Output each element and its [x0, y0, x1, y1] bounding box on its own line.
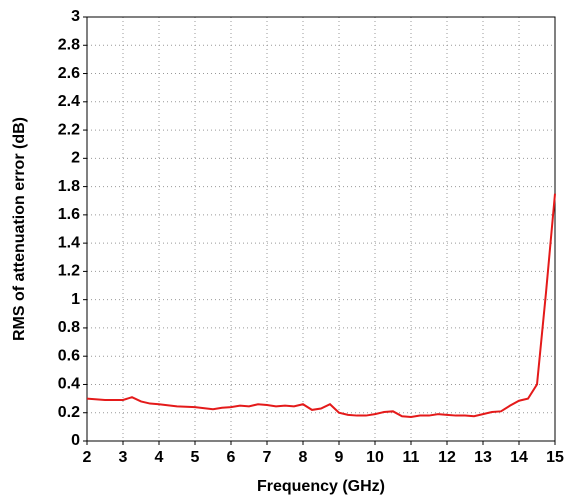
plot-frame — [86, 16, 556, 442]
x-tick-label: 3 — [119, 449, 128, 466]
y-tick-label: 1.8 — [58, 178, 80, 195]
y-tick-label: 1.2 — [58, 263, 80, 280]
y-tick-label: 2.6 — [58, 65, 80, 82]
y-tick-label: 0.2 — [58, 404, 80, 421]
x-tick-label: 13 — [474, 449, 492, 466]
x-tick-label: 2 — [83, 449, 92, 466]
y-tick-label: 0.4 — [58, 376, 80, 393]
y-tick-label: 2.4 — [58, 93, 80, 110]
x-tick-label: 14 — [510, 449, 528, 466]
x-tick-label: 11 — [403, 449, 420, 466]
x-tick-label: 10 — [366, 449, 384, 466]
x-tick-label: 5 — [191, 449, 200, 466]
y-tick-label: 0.6 — [58, 347, 80, 364]
y-tick-label: 1.6 — [58, 206, 80, 223]
y-tick-label: 2 — [71, 150, 80, 167]
y-tick-label: 0 — [71, 432, 80, 449]
x-tick-label: 4 — [155, 449, 164, 466]
x-tick-label: 15 — [546, 449, 564, 466]
y-tick-label: 1.4 — [58, 234, 80, 251]
y-tick-label: 1 — [71, 291, 80, 308]
y-axis-label: RMS of attenuation error (dB) — [11, 117, 28, 341]
y-tick-label: 3 — [71, 8, 80, 25]
y-tick-label: 2.8 — [58, 36, 80, 53]
y-tick-label: 2.2 — [58, 121, 80, 138]
x-tick-label: 8 — [299, 449, 308, 466]
x-tick-label: 12 — [438, 449, 456, 466]
data-line — [86, 193, 556, 418]
x-axis-label: Frequency (GHz) — [257, 478, 385, 495]
x-tick-label: 9 — [335, 449, 344, 466]
x-tick-label: 6 — [227, 449, 236, 466]
y-tick-label: 0.8 — [58, 319, 80, 336]
x-tick-label: 7 — [263, 449, 272, 466]
